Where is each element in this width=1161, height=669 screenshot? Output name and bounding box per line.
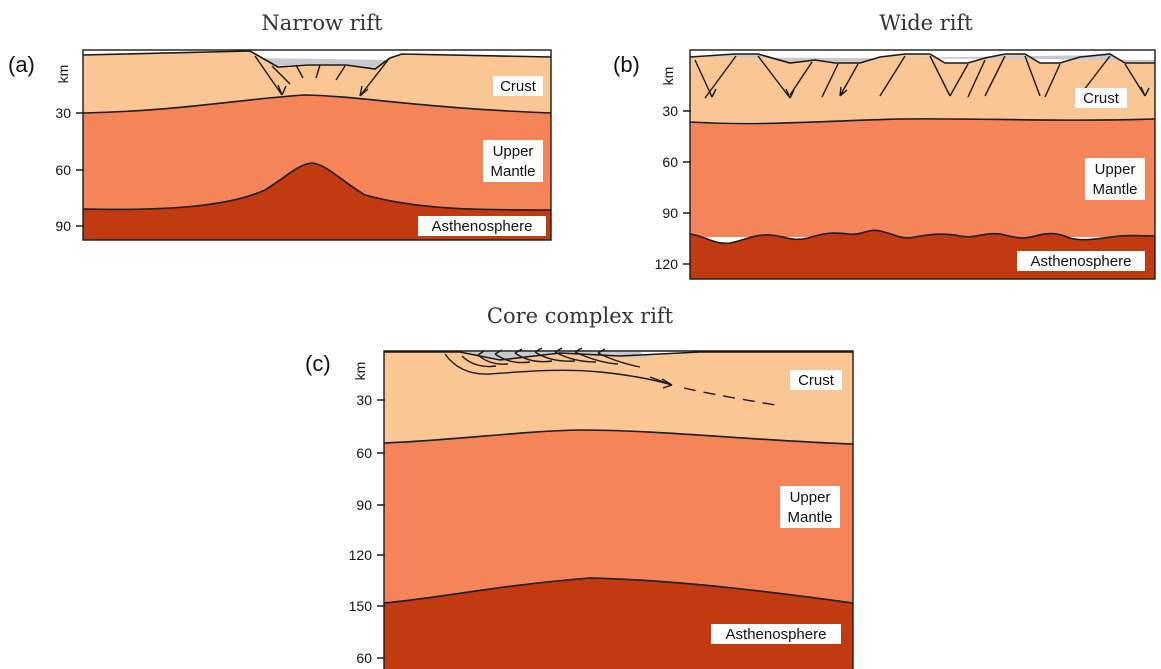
panel-a-crust-label: Crust — [500, 78, 537, 95]
panel-c-tick: 150 — [349, 598, 373, 614]
panel-c-tick: 90 — [356, 497, 372, 513]
panel-a-tick: 30 — [55, 105, 71, 121]
panel-b-unit: km — [660, 67, 676, 86]
panel-b-faults — [694, 55, 1150, 99]
panel-b-upper-mantle-label-1: Upper — [1095, 161, 1136, 178]
panel-c-tick: 30 — [356, 392, 372, 408]
panel-b-basin-sediment — [690, 55, 1155, 64]
panel-a-label: (a) — [8, 52, 35, 77]
panel-b-upper-mantle-label-2: Mantle — [1092, 181, 1137, 198]
panel-a-upper-mantle-label-2: Mantle — [490, 163, 535, 180]
panel-c-asthenosphere-label: Asthenosphere — [726, 626, 827, 643]
panel-c-upper-mantle — [384, 430, 853, 604]
panel-b-tick: 90 — [662, 205, 678, 221]
panel-c-upper-mantle-label-1: Upper — [790, 489, 831, 506]
panel-a-tick: 90 — [55, 218, 71, 234]
panel-c-tick: 60 — [356, 650, 372, 666]
panel-c-detachment-faults — [444, 347, 783, 407]
panel-a-crust — [83, 51, 551, 113]
panel-c-depth-axis: 30 60 90 120 150 60 — [349, 392, 385, 666]
panel-b-tick: 30 — [662, 103, 678, 119]
panel-a-faults — [254, 55, 389, 97]
panel-c-core-complex-rift: Core complex rift (c) km — [305, 304, 854, 669]
panel-a-frame — [82, 49, 552, 241]
panel-c-detachment-sediment — [440, 352, 650, 359]
panel-b-label: (b) — [613, 52, 640, 77]
panel-a-depth-axis: 30 60 90 — [55, 105, 84, 234]
panel-b-depth-axis: 30 60 90 120 — [655, 103, 691, 272]
panel-c-crust — [384, 352, 853, 445]
panel-b-asthenosphere-label: Asthenosphere — [1031, 253, 1132, 270]
panel-b-crust-label: Crust — [1083, 90, 1120, 107]
panel-b-tick: 120 — [655, 256, 679, 272]
panel-c-crust-label: Crust — [798, 372, 835, 389]
panel-b-title: Wide rift — [879, 11, 973, 35]
panel-b-wide-rift: Wide rift (b) km — [613, 11, 1156, 280]
panel-a-unit: km — [55, 65, 71, 84]
panel-a-title: Narrow rift — [261, 11, 383, 35]
panel-b-upper-mantle — [690, 118, 1155, 237]
panel-a-upper-mantle-label-1: Upper — [493, 143, 534, 160]
panel-a-upper-mantle — [83, 95, 551, 211]
panel-a-narrow-rift: Narrow rift (a) km 30 60 90 — [8, 11, 552, 241]
panel-b-tick: 60 — [662, 154, 678, 170]
panel-b-frame — [689, 49, 1156, 280]
panel-c-label: (c) — [305, 351, 331, 376]
panel-c-frame — [383, 350, 854, 669]
panel-c-title: Core complex rift — [487, 304, 674, 328]
panel-c-asthenosphere — [384, 578, 853, 669]
panel-c-tick: 60 — [356, 445, 372, 461]
panel-c-upper-mantle-label-2: Mantle — [787, 509, 832, 526]
panel-c-unit: km — [352, 362, 368, 381]
panel-a-rift-basin-sediment — [260, 58, 386, 70]
panel-c-tick: 120 — [349, 547, 373, 563]
panel-a-tick: 60 — [55, 162, 71, 178]
panel-a-asthenosphere-label: Asthenosphere — [432, 218, 533, 235]
